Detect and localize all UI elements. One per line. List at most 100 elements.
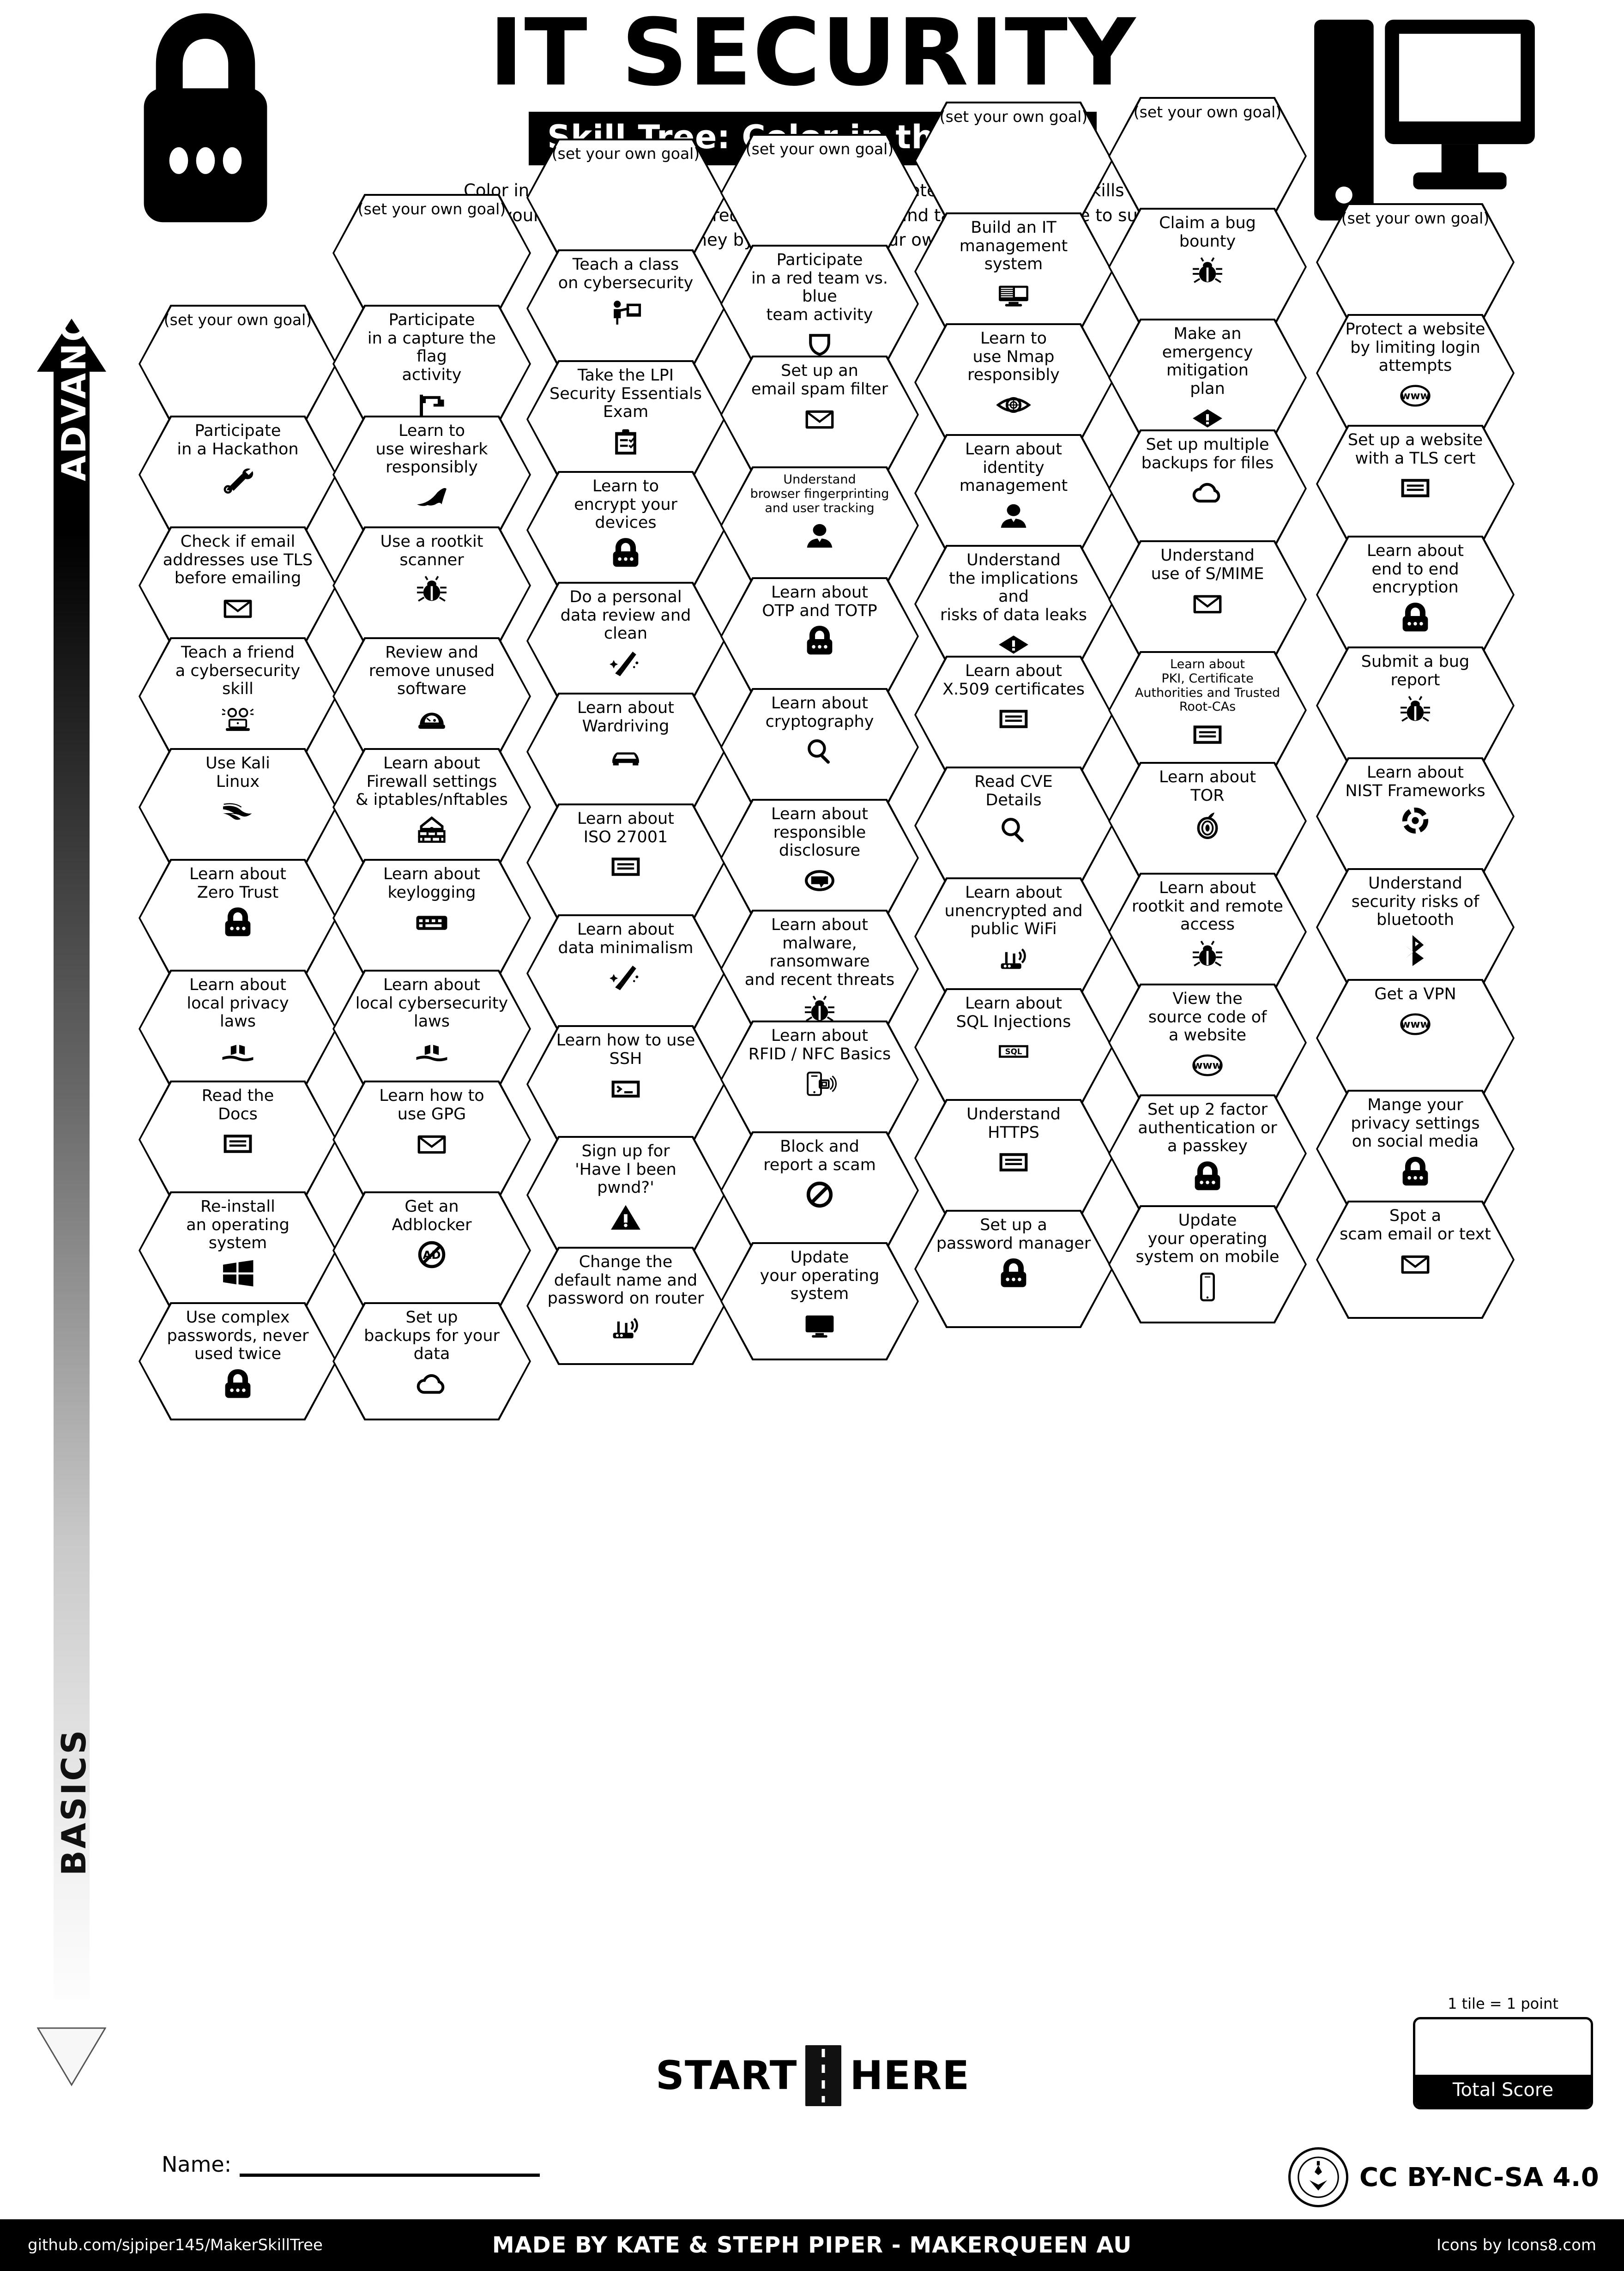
skill-hex-tile[interactable]: Learn about OTP and TOTP [720, 577, 919, 695]
skill-hex-tile[interactable]: Participate in a Hackathon [139, 416, 337, 534]
skill-hex-tile[interactable]: Make an emergency mitigation plan [1108, 319, 1307, 437]
skill-hex-tile[interactable]: Learn about malware, ransomware and recent… [720, 910, 919, 1028]
skill-hex-tile[interactable]: Set up multiple backups for files [1108, 429, 1307, 548]
skill-hex-tile[interactable]: Update your operating system [720, 1242, 919, 1360]
score-box[interactable]: Total Score [1413, 2017, 1593, 2109]
skill-hex-tile[interactable]: Use complex passwords, never used twice [139, 1302, 337, 1420]
skill-hex-tile[interactable]: Set up an email spam filter [720, 356, 919, 474]
kali-dragon-icon [220, 794, 255, 829]
hex-fill [140, 417, 335, 532]
skill-hex-tile[interactable]: Get a VPN www [1316, 979, 1515, 1097]
hex-content: Learn about cryptography [720, 688, 919, 806]
skill-hex-tile[interactable]: Participate in a red team vs. blue team ac… [720, 245, 919, 363]
hex-content: Set up multiple backups for files [1108, 429, 1307, 548]
hex-fill [916, 768, 1111, 883]
user-silhouette-icon [802, 518, 837, 553]
skill-hex-tile[interactable]: Learn about end to end encryption [1316, 536, 1515, 654]
skill-hex-tile[interactable]: Learn how to use GPG [332, 1081, 531, 1199]
skill-hex-tile[interactable]: Read CVE Details [914, 767, 1113, 885]
skill-hex-tile[interactable]: Check if email addresses use TLS before em… [139, 526, 337, 645]
skill-hex-tile[interactable]: (set your own goal) [526, 139, 725, 257]
skill-hex-tile[interactable]: Get anAdblockerAD [332, 1191, 531, 1310]
skill-hex-tile[interactable]: Learn about TOR [1108, 762, 1307, 880]
skill-hex-tile[interactable]: Update your operating system on mobile [1108, 1205, 1307, 1323]
skill-hex-tile[interactable]: Learn about identity management [914, 434, 1113, 552]
skill-hex-tile[interactable]: Set up a website with a TLS cert [1316, 425, 1515, 543]
skill-hex-tile[interactable]: Protect a website by limiting login attemp… [1316, 314, 1515, 432]
hex-content: Re-install an operating system [139, 1191, 337, 1310]
skill-hex-tile[interactable]: Spot a scam email or text [1316, 1201, 1515, 1319]
skill-hex-tile[interactable]: Set up a password manager [914, 1210, 1113, 1328]
skill-hex-tile[interactable]: Learn about local cybersecurity laws [332, 970, 531, 1088]
skill-hex-tile[interactable]: Learn about responsible disclosure [720, 799, 919, 917]
skill-hex-tile[interactable]: Understand use of S/MIME [1108, 540, 1307, 658]
skill-label: Use a rootkit scanner [380, 532, 483, 569]
skill-hex-tile[interactable]: Use a rootkit scanner [332, 526, 531, 645]
skill-hex-tile[interactable]: Learn to use Nmap responsibly [914, 323, 1113, 441]
skill-hex-tile[interactable]: Learn about ISO 27001 [526, 803, 725, 922]
skill-hex-tile[interactable]: Claim a bug bounty [1108, 208, 1307, 326]
skill-hex-tile[interactable]: Use Kali Linux [139, 748, 337, 866]
skill-hex-tile[interactable]: Learn how to use SSH [526, 1025, 725, 1143]
skill-hex-tile[interactable]: Learn about rootkit and remote access [1108, 873, 1307, 991]
skill-hex-tile[interactable]: Understand the implications and risks of d… [914, 545, 1113, 663]
skill-hex-tile[interactable]: Mange your privacy settings on social medi… [1316, 1090, 1515, 1208]
skill-hex-tile[interactable]: Re-install an operating system [139, 1191, 337, 1310]
skill-hex-tile[interactable]: (set your own goal) [720, 134, 919, 252]
skill-hex-tile[interactable]: Read the Docs [139, 1081, 337, 1199]
footer-github-link[interactable]: github.com/sjpiper145/MakerSkillTree [28, 2236, 323, 2254]
skill-hex-tile[interactable]: Learn about keylogging [332, 859, 531, 977]
page-title: IT SECURITY [489, 0, 1136, 107]
skill-hex-tile[interactable]: Understand browser fingerprinting and user… [720, 466, 919, 585]
road-icon [805, 2045, 842, 2106]
skill-hex-tile[interactable]: Block and report a scam [720, 1131, 919, 1250]
hex-content: Learn about end to end encryption [1316, 536, 1515, 654]
skill-hex-tile[interactable]: Participate in a capture the flag activity [332, 305, 531, 423]
score-input-area[interactable] [1415, 2019, 1591, 2075]
skill-hex-tile[interactable]: Learn to use wireshark responsibly [332, 416, 531, 534]
bug-icon [1398, 692, 1433, 727]
hex-fill [140, 639, 335, 754]
skill-hex-tile[interactable]: Do a personal data review and clean [526, 582, 725, 700]
skill-hex-tile[interactable]: (set your own goal) [332, 194, 531, 312]
hex-fill [528, 584, 723, 698]
hex-fill [1110, 99, 1305, 213]
skill-hex-tile[interactable]: Learn about Zero Trust [139, 859, 337, 977]
hex-column-7: (set your own goal) Protect a website by l… [1316, 203, 1515, 1319]
skill-hex-tile[interactable]: Review and remove unused software [332, 637, 531, 755]
skill-hex-tile[interactable]: Learn about unencrypted and public WiFi [914, 877, 1113, 996]
skill-hex-tile[interactable]: Learn about local privacy laws [139, 970, 337, 1088]
skill-hex-tile[interactable]: (set your own goal) [1108, 97, 1307, 215]
footer-icons-credit[interactable]: Icons by Icons8.com [1437, 2236, 1596, 2254]
skill-hex-tile[interactable]: Sign up for 'Have I been pwnd?' [526, 1136, 725, 1254]
skill-hex-tile[interactable]: (set your own goal) [914, 102, 1113, 220]
skill-hex-tile[interactable]: Learn about Firewall settings & iptables/n… [332, 748, 531, 866]
skill-hex-tile[interactable]: (set your own goal) [1316, 203, 1515, 321]
skill-hex-tile[interactable]: Change the default name and password on ro… [526, 1247, 725, 1365]
skill-hex-tile[interactable]: Understand HTTPS [914, 1099, 1113, 1217]
skill-hex-tile[interactable]: Learn about Wardriving [526, 693, 725, 811]
name-input-line[interactable] [240, 2171, 540, 2177]
skill-hex-tile[interactable]: Understand security risks of bluetooth [1316, 868, 1515, 986]
hex-fill [528, 916, 723, 1031]
skill-hex-tile[interactable]: Learn about SQL Injections SQL [914, 988, 1113, 1106]
skill-hex-tile[interactable]: Submit a bug report [1316, 646, 1515, 765]
skill-hex-tile[interactable]: Learn about data minimalism [526, 914, 725, 1033]
skill-hex-tile[interactable]: Build an IT management system [914, 212, 1113, 331]
skill-hex-tile[interactable]: Teach a class on cybersecurity [526, 249, 725, 368]
skill-label: Understand HTTPS [966, 1105, 1061, 1142]
skill-hex-tile[interactable]: Learn about cryptography [720, 688, 919, 806]
skill-hex-tile[interactable]: Set up 2 factor authentication or a passke… [1108, 1094, 1307, 1213]
skill-hex-tile[interactable]: Set up backups for your data [332, 1302, 531, 1420]
skill-hex-tile[interactable]: View the source code of a website www [1108, 984, 1307, 1102]
skill-hex-tile[interactable]: Take the LPI Security Essentials Exam [526, 360, 725, 478]
hex-content: Take the LPI Security Essentials Exam [526, 360, 725, 478]
skill-hex-tile[interactable]: Learn about NIST Frameworks [1316, 757, 1515, 876]
skill-hex-tile[interactable]: Learn about X.509 certificates [914, 656, 1113, 774]
skill-hex-tile[interactable]: Learn to encrypt your devices [526, 471, 725, 589]
hex-content: Learn about rootkit and remote access [1108, 873, 1307, 991]
skill-hex-tile[interactable]: Learn about RFID / NFC Basics [720, 1021, 919, 1139]
skill-hex-tile[interactable]: Learn about PKI, Certificate Authorities a… [1108, 651, 1307, 769]
skill-hex-tile[interactable]: (set your own goal) [139, 305, 337, 423]
skill-hex-tile[interactable]: Teach a friend a cybersecurity skill [139, 637, 337, 755]
